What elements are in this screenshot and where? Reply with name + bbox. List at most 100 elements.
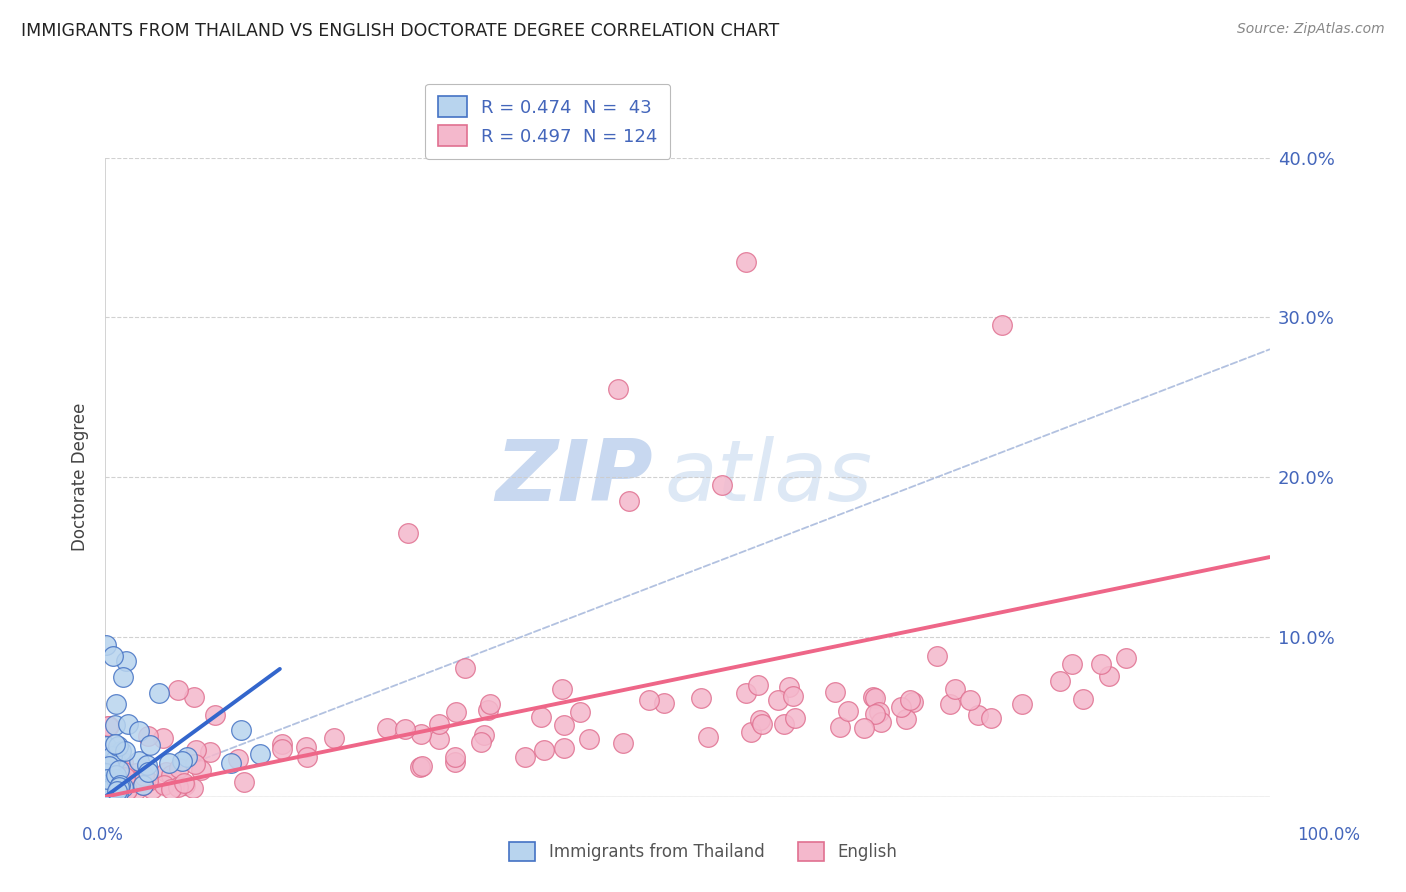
Point [107, 739, 129, 754]
Point [322, 731, 344, 746]
Y-axis label: Doctorate Degree: Doctorate Degree [72, 403, 89, 551]
Point [766, 693, 789, 707]
Point [104, 718, 127, 732]
Point [107, 788, 129, 802]
Point [108, 763, 131, 777]
Point [124, 766, 146, 780]
Point [97, 779, 120, 793]
Point [470, 735, 492, 749]
Point [427, 732, 450, 747]
Point [697, 730, 720, 744]
Point [472, 728, 495, 742]
Point [103, 649, 125, 664]
Point [181, 780, 204, 795]
Point [711, 478, 734, 492]
Point [114, 744, 136, 758]
Point [959, 692, 981, 706]
Point [868, 705, 890, 719]
Point [740, 725, 762, 739]
Point [172, 754, 194, 768]
Point [408, 760, 430, 774]
Point [409, 726, 432, 740]
Point [190, 763, 212, 777]
Point [100, 752, 122, 766]
Point [898, 692, 921, 706]
Point [160, 768, 183, 782]
Point [115, 654, 138, 668]
Point [112, 670, 135, 684]
Point [107, 786, 129, 800]
Point [444, 705, 467, 719]
Point [551, 681, 574, 696]
Point [131, 778, 153, 792]
Point [153, 778, 176, 792]
Point [232, 775, 254, 789]
Point [184, 743, 207, 757]
Point [167, 682, 190, 697]
Point [104, 768, 127, 782]
Point [141, 781, 163, 796]
Point [427, 716, 450, 731]
Point [101, 748, 124, 763]
Point [98, 718, 121, 732]
Point [852, 721, 875, 735]
Point [890, 699, 912, 714]
Point [98, 775, 121, 789]
Point [734, 254, 756, 268]
Point [112, 778, 135, 792]
Point [160, 782, 183, 797]
Point [606, 382, 628, 396]
Point [578, 732, 600, 747]
Point [115, 784, 138, 798]
Point [778, 680, 800, 694]
Point [444, 756, 467, 770]
Point [125, 783, 148, 797]
Point [105, 697, 128, 711]
Point [110, 744, 132, 758]
Point [749, 713, 772, 727]
Point [107, 784, 129, 798]
Legend: Immigrants from Thailand, English: Immigrants from Thailand, English [502, 835, 904, 868]
Point [863, 706, 886, 721]
Text: Source: ZipAtlas.com: Source: ZipAtlas.com [1237, 22, 1385, 37]
Point [97, 758, 120, 772]
Point [901, 695, 924, 709]
Point [96, 772, 118, 787]
Point [155, 765, 177, 780]
Point [183, 690, 205, 705]
Text: IMMIGRANTS FROM THAILAND VS ENGLISH DOCTORATE DEGREE CORRELATION CHART: IMMIGRANTS FROM THAILAND VS ENGLISH DOCT… [21, 22, 779, 40]
Legend: R = 0.474  N =  43, R = 0.497  N = 124: R = 0.474 N = 43, R = 0.497 N = 124 [425, 84, 671, 159]
Point [128, 723, 150, 738]
Point [553, 718, 575, 732]
Point [97, 747, 120, 761]
Point [97, 718, 120, 732]
Point [173, 776, 195, 790]
Point [689, 690, 711, 705]
Point [654, 696, 676, 710]
Text: 100.0%: 100.0% [1298, 826, 1360, 844]
Point [530, 710, 553, 724]
Point [990, 318, 1012, 333]
Point [112, 765, 135, 780]
Point [96, 766, 118, 780]
Text: atlas: atlas [664, 435, 872, 519]
Point [103, 750, 125, 764]
Point [104, 737, 127, 751]
Point [638, 693, 661, 707]
Point [136, 758, 159, 772]
Point [863, 691, 886, 706]
Point [111, 756, 134, 770]
Point [943, 681, 966, 696]
Point [735, 686, 758, 700]
Point [94, 782, 117, 797]
Point [114, 770, 136, 784]
Point [96, 757, 118, 772]
Point [136, 773, 159, 788]
Point [108, 780, 131, 794]
Text: 0.0%: 0.0% [82, 826, 124, 844]
Point [1071, 691, 1094, 706]
Point [229, 723, 252, 738]
Point [103, 780, 125, 794]
Point [117, 716, 139, 731]
Point [169, 762, 191, 776]
